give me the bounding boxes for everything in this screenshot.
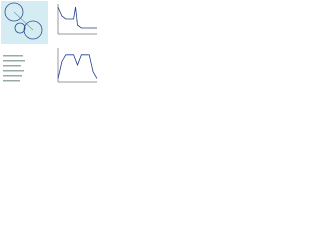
- line: [57, 6, 97, 29]
- wheel: [14, 22, 26, 34]
- diagram-panel: [1, 1, 48, 44]
- link: [13, 11, 34, 31]
- line: [57, 54, 98, 79]
- wheel: [23, 20, 43, 40]
- wheel: [4, 2, 24, 22]
- figure: [1, 1, 98, 83]
- parameter-list: [3, 55, 25, 82]
